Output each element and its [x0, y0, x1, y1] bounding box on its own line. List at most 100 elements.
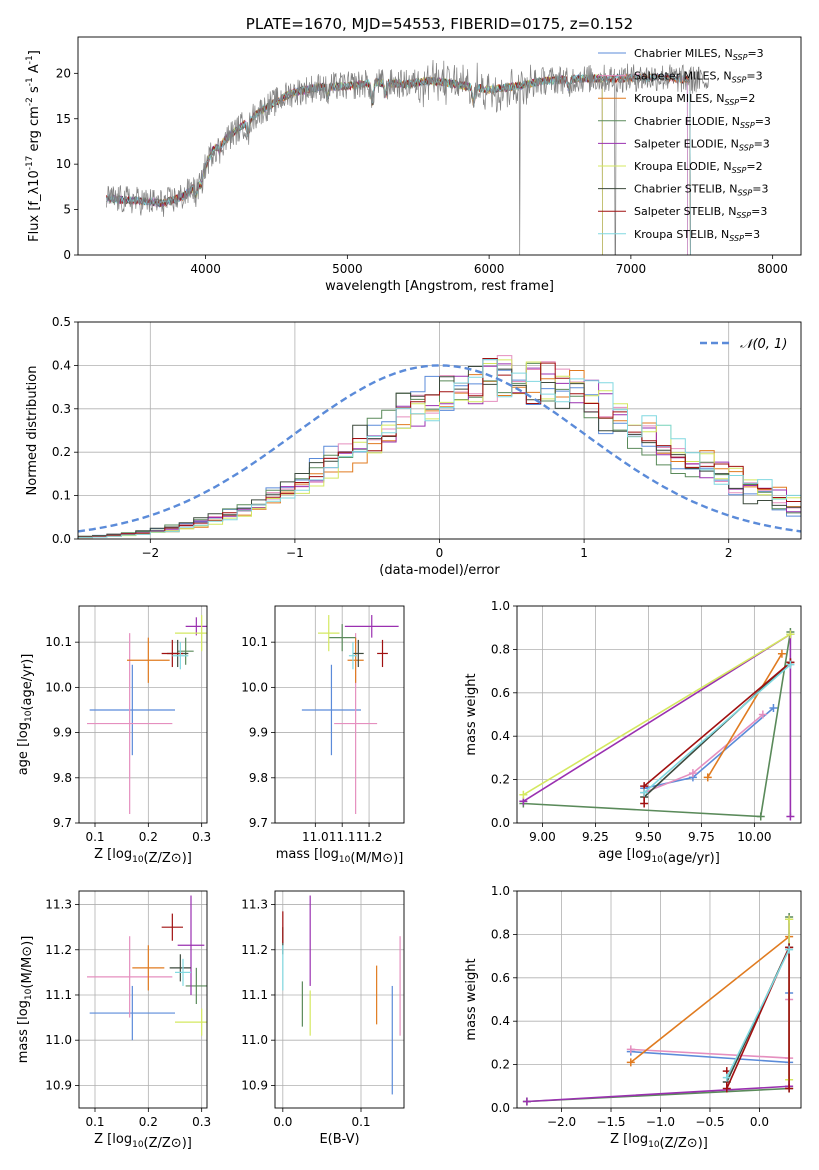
- y-tick-label: 0.8: [491, 642, 510, 656]
- x-tick-label: −1.0: [646, 1115, 675, 1129]
- normal-curve: [78, 364, 801, 533]
- weight-marker: [519, 790, 528, 799]
- y-axis-label: mass [log10(M/M⊙)]: [16, 936, 35, 1064]
- weight-marker: [688, 769, 697, 778]
- axes-frame: [516, 890, 802, 1109]
- error-bar-point: [172, 642, 189, 670]
- error-bar-point: [161, 639, 183, 668]
- x-tick-label: 11.2: [356, 830, 383, 844]
- error-bar-point: [169, 954, 191, 982]
- weight-marker: [785, 1084, 794, 1093]
- y-axis-label: age [log10(age/yr)]: [16, 654, 35, 776]
- error-bar-point: [347, 637, 364, 683]
- legend-label: Chabrier STELIB, NSSP=3: [634, 183, 768, 198]
- x-tick-label: 7000: [616, 262, 647, 276]
- weight-marker: [786, 660, 795, 669]
- weight-marker: [785, 945, 794, 954]
- weight-line: [526, 919, 790, 1103]
- axes-frame: [78, 605, 208, 824]
- x-tick-label: 2: [725, 546, 733, 560]
- weight-marker: [640, 799, 649, 808]
- plot-area: [87, 615, 207, 814]
- chart-weight-vs-Z: −2.0 −1.5 −1.0 −0.5 0.0 0.0 0.2 0.4 0.6 0.8 1.0 Z […: [464, 884, 802, 1151]
- x-tick-label: 0.3: [192, 830, 211, 844]
- ticks: 9.00 9.25 9.50 9.75 10.00 0.0 0.2 0.4 0.6 0.8 1.0: [491, 599, 772, 844]
- weight-line: [630, 935, 790, 1064]
- chart-weight-vs-age: 9.00 9.25 9.50 9.75 10.00 0.0 0.2 0.4 0.6 0.8 1.0 a…: [464, 599, 802, 866]
- grid: [78, 321, 801, 540]
- y-tick-label: 10.1: [45, 635, 72, 649]
- x-tick-label: 11.1: [329, 830, 356, 844]
- x-tick-label: 9.50: [635, 830, 662, 844]
- y-tick-label: 11.2: [45, 943, 72, 957]
- y-tick-label: 0.2: [491, 773, 510, 787]
- model-spectrum: [140, 72, 691, 255]
- y-tick-label: 11.3: [45, 898, 72, 912]
- x-tick-label: 4000: [190, 262, 221, 276]
- error-bar-point: [87, 633, 173, 814]
- legend-label: Salpeter STELIB, NSSP=3: [634, 205, 767, 220]
- legend-label: Chabrier ELODIE, NSSP=3: [634, 115, 771, 130]
- x-axis-label: Z [log10(Z/Z⊙)]: [94, 847, 192, 866]
- grid: [517, 890, 801, 1109]
- plot-area: [301, 615, 399, 814]
- x-tick-label: −1.5: [596, 1115, 625, 1129]
- y-tick-label: 10: [56, 157, 71, 171]
- model-spectrum: [106, 74, 603, 255]
- y-tick-label: 0.0: [491, 816, 510, 830]
- weight-line: [726, 949, 790, 1078]
- ticks: −2.0 −1.5 −1.0 −0.5 0.0 0.0 0.2 0.4 0.6 0.8 1.0: [491, 884, 769, 1129]
- y-tick-label: 10.9: [241, 1078, 268, 1092]
- weight-marker: [703, 773, 712, 782]
- ticks: 0.1 0.2 0.3 10.9 11.0 11.1 11.2 11.3: [45, 898, 211, 1129]
- error-bar-point: [348, 642, 357, 670]
- legend-label: Salpeter ELODIE, NSSP=3: [634, 137, 770, 152]
- model-spectrum: [106, 72, 688, 255]
- y-tick-label: 0.4: [491, 1014, 510, 1028]
- chart-age-vs-mass: 11.0 11.1 11.2 9.7 9.8 9.9 10.0 10.1 mass [log10…: [241, 605, 405, 866]
- y-tick-label: 10.9: [45, 1078, 72, 1092]
- y-axis-label: mass weight: [464, 673, 479, 755]
- legend-label: Salpeter MILES, NSSP=3: [634, 70, 763, 85]
- y-tick-label: 10.1: [241, 635, 268, 649]
- weight-line: [526, 917, 790, 1103]
- error-bar-point: [175, 1008, 207, 1036]
- x-tick-label: 9.25: [582, 830, 609, 844]
- x-tick-label: 0.1: [85, 830, 104, 844]
- y-tick-label: 0.0: [52, 532, 71, 546]
- x-tick-label: 0.1: [351, 1115, 370, 1129]
- ticks: 4000 5000 6000 7000 8000 0 5 10 15 20: [56, 66, 788, 276]
- x-axis-label: age [log10(age/yr)]: [598, 847, 720, 866]
- axes-frame: [77, 321, 802, 540]
- y-tick-label: 1.0: [491, 599, 510, 613]
- y-tick-label: 11.0: [45, 1033, 72, 1047]
- x-tick-label: 0: [436, 546, 444, 560]
- x-tick-label: 9.00: [529, 830, 556, 844]
- y-tick-label: 0.6: [491, 686, 510, 700]
- error-bar-point: [377, 639, 388, 668]
- y-tick-label: 0.2: [491, 1058, 510, 1072]
- chart-age-vs-Z: 0.1 0.2 0.3 9.7 9.8 9.9 10.0 10.1 Z [log10(Z/Z⊙)…: [16, 605, 211, 866]
- plot-area: [106, 59, 709, 255]
- x-tick-label: 11.0: [302, 830, 329, 844]
- model-spectrum: [191, 73, 603, 255]
- legend-label: Kroupa MILES, NSSP=2: [634, 92, 755, 107]
- error-bar-point: [185, 617, 207, 636]
- weight-marker: [522, 1097, 531, 1106]
- x-tick-label: −2: [141, 546, 159, 560]
- legend: Chabrier MILES, NSSP=3 Salpeter MILES, NS…: [598, 47, 771, 243]
- y-tick-label: 0.4: [491, 729, 510, 743]
- y-axis-label: mass weight: [464, 958, 479, 1040]
- x-tick-label: 0.2: [139, 1115, 158, 1129]
- plot-area: [522, 913, 794, 1106]
- chart-residuals: −2 −1 0 1 2 0.0 0.1 0.2 0.3 0.4 0.5 (data-model)/er…: [25, 315, 802, 578]
- legend-label: 𝒩(0, 1): [740, 337, 787, 352]
- error-bar-point: [185, 967, 207, 1005]
- x-tick-label: −2.0: [547, 1115, 576, 1129]
- x-axis-label: (data-model)/error: [379, 563, 500, 578]
- chart-spectrum: 4000 5000 6000 7000 8000 0 5 10 15 20 wavelength […: [25, 15, 802, 294]
- error-bar-point: [175, 615, 207, 652]
- weight-marker: [626, 1045, 635, 1054]
- y-tick-label: 0.2: [52, 445, 71, 459]
